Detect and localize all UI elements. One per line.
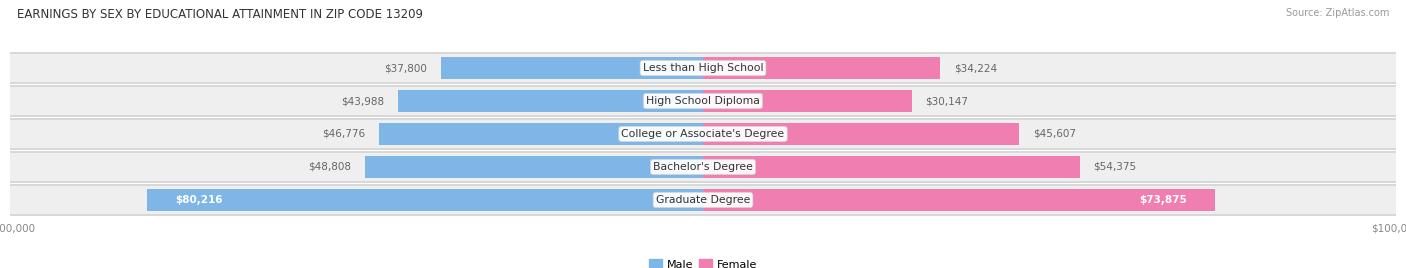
Text: Less than High School: Less than High School [643,63,763,73]
Text: $34,224: $34,224 [953,63,997,73]
Bar [703,156,1080,178]
Bar [10,52,1396,84]
Bar [441,57,703,79]
Text: High School Diploma: High School Diploma [647,96,759,106]
Bar [703,90,911,112]
Bar [703,57,941,79]
Text: $80,216: $80,216 [176,195,222,205]
Bar [148,189,703,211]
Text: $48,808: $48,808 [308,162,352,172]
Bar [10,184,1396,216]
Text: $54,375: $54,375 [1094,162,1136,172]
Bar [703,189,1215,211]
Bar [10,151,1396,183]
Text: Source: ZipAtlas.com: Source: ZipAtlas.com [1285,8,1389,18]
Bar [366,156,703,178]
Bar [10,87,1396,115]
Text: $43,988: $43,988 [342,96,384,106]
Bar [703,123,1019,145]
Text: $30,147: $30,147 [925,96,969,106]
Text: $46,776: $46,776 [322,129,366,139]
Bar [10,120,1396,148]
Bar [380,123,703,145]
Legend: Male, Female: Male, Female [644,255,762,268]
Text: Graduate Degree: Graduate Degree [655,195,751,205]
Text: EARNINGS BY SEX BY EDUCATIONAL ATTAINMENT IN ZIP CODE 13209: EARNINGS BY SEX BY EDUCATIONAL ATTAINMEN… [17,8,423,21]
Bar [10,186,1396,214]
Text: $37,800: $37,800 [384,63,427,73]
Bar [10,85,1396,117]
Text: College or Associate's Degree: College or Associate's Degree [621,129,785,139]
Bar [10,54,1396,82]
Text: Bachelor's Degree: Bachelor's Degree [652,162,754,172]
Bar [10,153,1396,181]
Text: $45,607: $45,607 [1032,129,1076,139]
Bar [10,118,1396,150]
Text: $73,875: $73,875 [1139,195,1187,205]
Bar [398,90,703,112]
